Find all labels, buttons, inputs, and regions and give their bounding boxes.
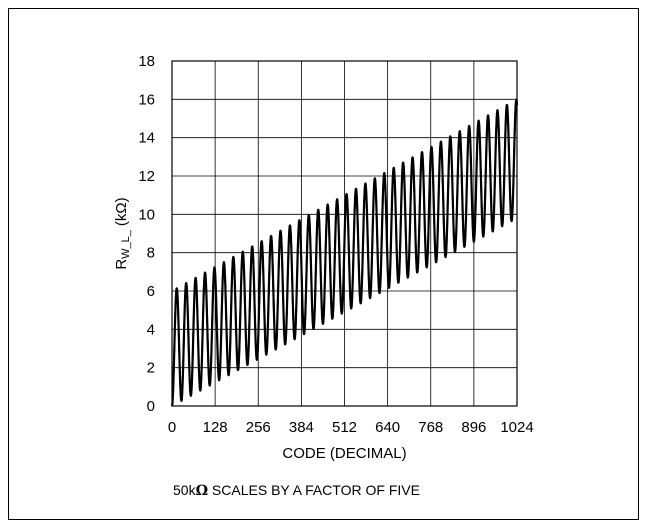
- x-tick-label: 256: [246, 419, 271, 436]
- y-tick-labels: 0 2 4 6 8 10 12 14 16 18: [138, 53, 155, 415]
- y-tick-label: 2: [147, 360, 155, 377]
- data-line: [171, 98, 518, 407]
- y-tick-label: 10: [138, 206, 155, 223]
- y-axis-title-subscript: W_L_: [120, 229, 132, 259]
- figure-frame: [8, 8, 639, 520]
- annotation-rest: SCALES BY A FACTOR OF FIVE: [208, 482, 420, 498]
- plot-area-border: [171, 60, 518, 407]
- x-axis-title: CODE (DECIMAL): [282, 445, 406, 462]
- y-tick-label: 8: [147, 245, 155, 262]
- y-tick-label: 14: [138, 130, 155, 147]
- x-tick-labels: 0 128 256 384 512 640 768 896 1024: [168, 419, 534, 436]
- annotation-value: 50k: [173, 482, 197, 498]
- omega-symbol: Ω: [196, 483, 208, 499]
- y-tick-label: 12: [138, 168, 155, 185]
- data-series: [170, 98, 519, 407]
- x-tick-label: 128: [203, 419, 228, 436]
- y-tick-label: 0: [147, 398, 155, 415]
- x-tick-label: 768: [418, 419, 443, 436]
- chart-annotation: 50kΩ SCALES BY A FACTOR OF FIVE: [173, 482, 420, 499]
- x-tick-label: 1024: [500, 419, 533, 436]
- y-tick-label: 18: [138, 53, 155, 70]
- y-tick-label: 16: [138, 91, 155, 108]
- x-tick-label: 0: [168, 419, 176, 436]
- y-tick-label: 4: [147, 321, 155, 338]
- y-axis-title-unit: (kΩ): [113, 197, 130, 226]
- x-tick-label: 384: [289, 419, 314, 436]
- y-axis-title-main: R: [113, 259, 130, 270]
- x-tick-label: 896: [461, 419, 486, 436]
- y-tick-label: 6: [147, 283, 155, 300]
- y-axis-title: RW_L_ (kΩ): [113, 197, 132, 269]
- x-tick-label: 640: [375, 419, 400, 436]
- x-tick-label: 512: [332, 419, 357, 436]
